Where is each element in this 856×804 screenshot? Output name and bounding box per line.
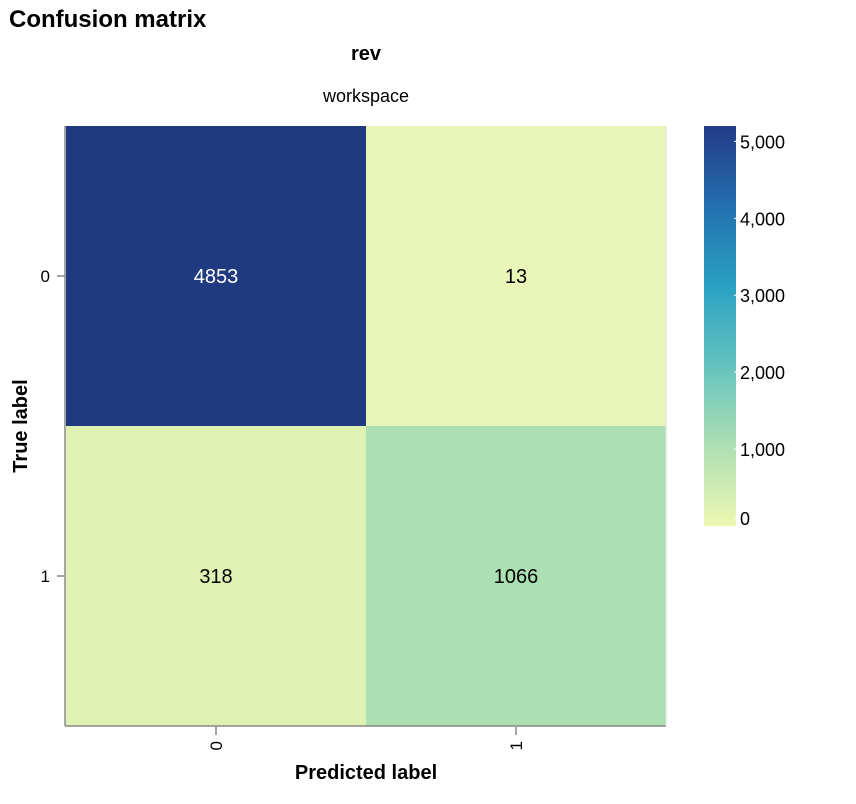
- x-tick-label: 1: [507, 741, 526, 750]
- legend-tick-label: 0: [740, 509, 750, 529]
- color-legend: 0 1,000 2,000 3,000 4,000 5,000: [704, 126, 785, 529]
- facet-title: rev: [351, 43, 382, 65]
- legend-tick-label: 3,000: [740, 286, 785, 306]
- legend-tick-label: 5,000: [740, 132, 785, 152]
- cell-value-label: 4853: [194, 266, 239, 288]
- y-axis-label: True label: [10, 379, 32, 472]
- legend-ticks: 0 1,000 2,000 3,000 4,000 5,000: [734, 132, 785, 529]
- y-axis-ticks: 01: [41, 267, 65, 586]
- y-tick-label: 0: [41, 267, 50, 286]
- cell-value-label: 13: [505, 266, 527, 288]
- heatmap-cell: [366, 126, 666, 426]
- heatmap-cell-labels: 4853 13 318 1066: [194, 266, 539, 588]
- cell-value-label: 318: [199, 566, 232, 588]
- y-tick-label: 1: [41, 567, 50, 586]
- heatmap-cells: [66, 126, 666, 726]
- heatmap-cell: [66, 426, 366, 726]
- legend-tick-label: 2,000: [740, 363, 785, 383]
- legend-tick-label: 4,000: [740, 209, 785, 229]
- legend-tick-label: 1,000: [740, 440, 785, 460]
- legend-gradient-bar: [704, 126, 736, 526]
- cell-value-label: 1066: [494, 566, 539, 588]
- x-axis-label: Predicted label: [295, 762, 437, 784]
- heatmap-cell: [66, 126, 366, 426]
- chart-title: Confusion matrix: [9, 6, 207, 33]
- x-tick-label: 0: [207, 741, 226, 750]
- chart-subtitle: workspace: [322, 86, 409, 106]
- heatmap-cell: [366, 426, 666, 726]
